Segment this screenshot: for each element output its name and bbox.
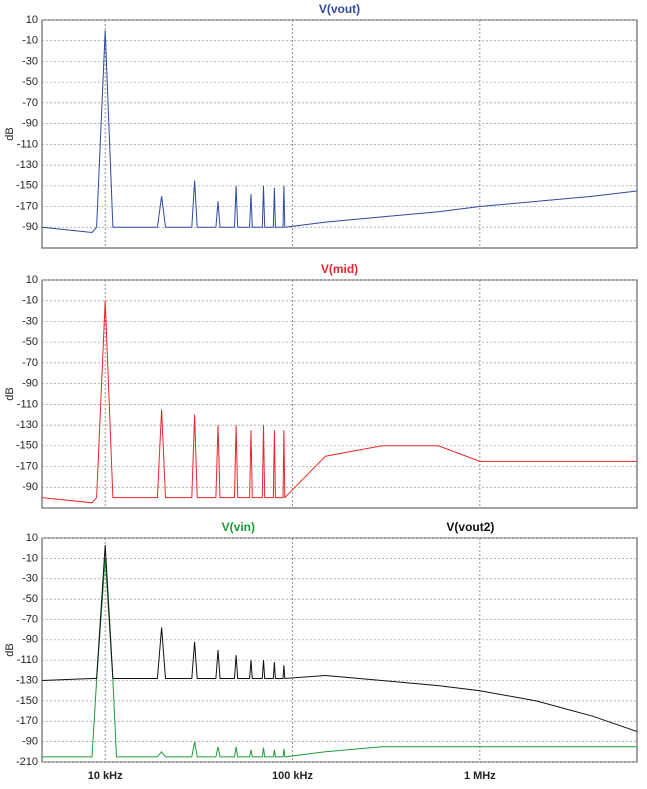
y-axis-label: dB [4, 127, 16, 140]
y-tick-label: 10 [26, 274, 38, 286]
y-tick-label: 10 [26, 532, 38, 544]
y-tick-label: -50 [22, 76, 38, 88]
y-tick-label: -90 [22, 481, 38, 493]
series-line [41, 545, 638, 732]
y-tick-label: -90 [22, 736, 38, 748]
y-tick-label: -130 [16, 419, 38, 431]
y-tick-label: -10 [22, 35, 38, 47]
y-tick-label: -70 [22, 357, 38, 369]
plot-frame [41, 279, 638, 509]
y-tick-label: -90 [22, 118, 38, 130]
y-tick-label: -110 [17, 398, 38, 410]
legend-label: V(mid) [321, 262, 358, 276]
plot-frame [41, 537, 638, 763]
y-tick-label: -50 [22, 336, 38, 348]
y-tick-label: -110 [17, 654, 38, 666]
y-tick-label: -70 [22, 613, 38, 625]
y-tick-label: -110 [17, 138, 38, 150]
legend-label: V(vout2) [446, 520, 494, 534]
x-tick-label: 100 kHz [272, 770, 313, 782]
series-line [41, 300, 637, 504]
y-tick-label: -70 [22, 97, 38, 109]
y-tick-label: -30 [22, 55, 38, 67]
y-tick-label: -210 [16, 756, 38, 768]
y-tick-label: -30 [22, 573, 38, 585]
y-tick-label: -10 [22, 552, 38, 564]
y-tick-label: -30 [22, 315, 38, 327]
series-line [41, 30, 638, 234]
y-axis-label: dB [4, 643, 16, 656]
y-tick-label: -150 [16, 440, 38, 452]
legend-label: V(vout) [319, 2, 360, 16]
y-tick-label: -170 [16, 715, 38, 727]
x-tick-label: 1 MHz [464, 770, 496, 782]
legend-label: V(vin) [222, 520, 255, 534]
y-tick-label: -130 [16, 674, 38, 686]
y-tick-label: -150 [16, 695, 38, 707]
y-tick-label: -150 [16, 180, 38, 192]
y-tick-label: -170 [16, 200, 38, 212]
y-axis-label: dB [4, 387, 16, 400]
y-tick-label: -90 [22, 221, 38, 233]
y-tick-label: -90 [22, 378, 38, 390]
x-tick-label: 10 kHz [88, 770, 123, 782]
y-tick-label: -50 [22, 593, 38, 605]
y-tick-label: 10 [26, 14, 38, 26]
plot-frame [41, 19, 638, 249]
series-line [42, 558, 637, 758]
y-tick-label: -130 [16, 159, 38, 171]
y-tick-label: -170 [16, 460, 38, 472]
y-tick-label: -90 [22, 634, 38, 646]
y-tick-label: -10 [22, 295, 38, 307]
